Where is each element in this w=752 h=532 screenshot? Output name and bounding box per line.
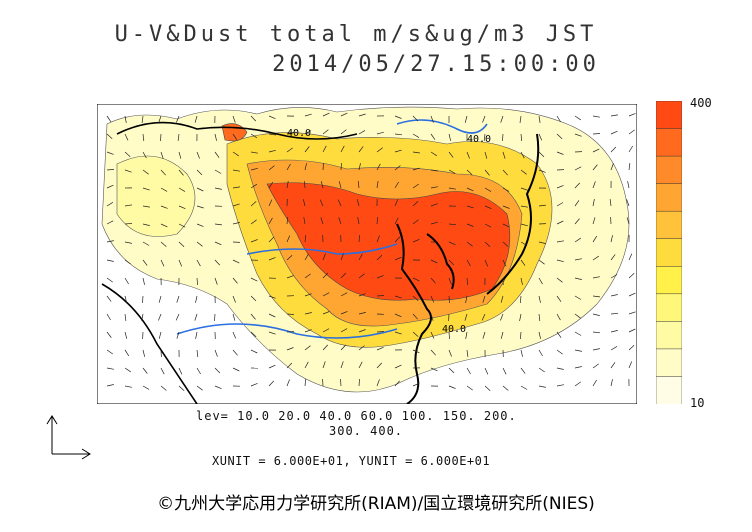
dust-map: 40.0 40.0 40.0 <box>97 104 637 404</box>
colorbar-step <box>656 238 682 268</box>
colorbar-max-label: 400 <box>690 96 712 110</box>
coastline <box>396 223 432 404</box>
colorbar-step <box>656 101 682 130</box>
contour-label: 40.0 <box>287 128 311 139</box>
contour-label: 40.0 <box>467 134 491 145</box>
colorbar-step <box>656 210 682 240</box>
map-title: U-V&Dust total m/s&ug/m3 JST <box>114 22 598 47</box>
contour-levels-cont: 300. 400. <box>329 424 404 438</box>
contour-levels: lev= 10.0 20.0 40.0 60.0 100. 150. 200. <box>196 409 517 423</box>
colorbar-step <box>656 266 682 295</box>
contour-label: 40.0 <box>442 324 466 335</box>
colorbar-step <box>656 293 682 323</box>
vector-units: XUNIT = 6.000E+01, YUNIT = 6.000E+01 <box>212 454 491 468</box>
colorbar-step <box>656 321 682 350</box>
colorbar-step <box>656 348 682 378</box>
colorbar-step <box>656 376 682 404</box>
map-timestamp: 2014/05/27.15:00:00 <box>272 52 600 77</box>
colorbar-step <box>656 183 682 212</box>
colorbar-min-label: 10 <box>690 396 705 410</box>
unit-vector-icon <box>46 415 91 460</box>
colorbar-step <box>656 128 682 157</box>
dust-core-high <box>266 182 511 301</box>
colorbar <box>656 101 682 404</box>
colorbar-step <box>656 155 682 185</box>
river <box>176 323 398 339</box>
copyright: ©九州大学応用力学研究所(RIAM)/国立環境研究所(NIES) <box>157 494 595 514</box>
